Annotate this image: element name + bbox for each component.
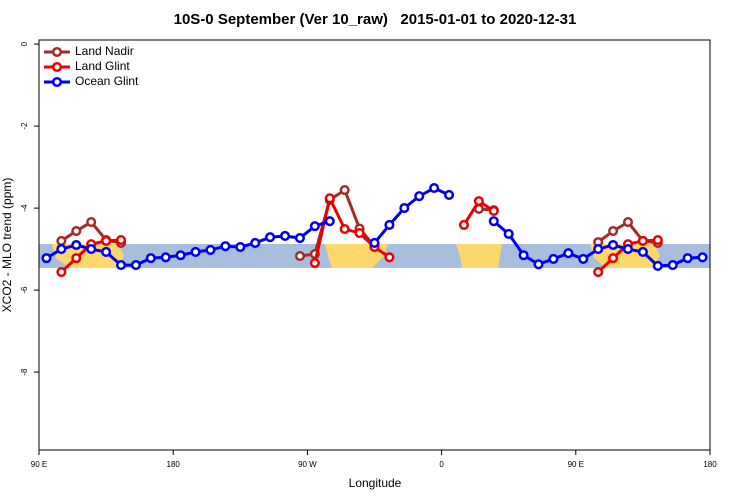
point: [444, 189, 455, 201]
point: [384, 252, 395, 263]
point: [71, 239, 82, 251]
point: [339, 223, 350, 235]
point: [518, 250, 529, 261]
x-tick-label: 90 E: [568, 460, 584, 469]
point: [458, 219, 470, 230]
point: [71, 253, 82, 264]
point: [548, 253, 559, 264]
point: [488, 216, 499, 227]
chart-title: 10S-0 September (Ver 10_raw) 2015-01-01 …: [174, 11, 577, 28]
point: [309, 257, 320, 269]
point: [533, 259, 544, 270]
point: [101, 246, 112, 258]
y-tick-label: 0: [20, 41, 29, 46]
point: [145, 253, 156, 264]
point: [488, 205, 499, 217]
point: [339, 185, 350, 196]
legend-marker: [51, 46, 63, 58]
point: [369, 237, 380, 248]
point: [354, 228, 365, 239]
point: [160, 252, 171, 263]
y-tick-label: -4: [20, 204, 29, 212]
point: [682, 253, 693, 264]
point: [235, 242, 246, 253]
point: [220, 241, 231, 252]
legend-label: Land Nadir: [75, 44, 134, 58]
legend-label: Ocean Glint: [75, 74, 139, 88]
point: [608, 239, 619, 251]
point: [637, 246, 648, 258]
point: [294, 251, 305, 262]
point: [399, 203, 410, 214]
point: [593, 244, 604, 255]
x-tick-label: 0: [439, 460, 444, 469]
point: [608, 226, 619, 237]
point: [697, 252, 708, 263]
point: [265, 232, 276, 243]
legend-marker: [51, 61, 63, 73]
point: [279, 230, 291, 242]
point: [593, 267, 604, 278]
point: [384, 219, 395, 230]
point: [86, 216, 97, 228]
point: [41, 253, 52, 264]
x-tick-label: 180: [703, 460, 717, 469]
x-axis-label: Longitude: [349, 476, 402, 490]
point: [115, 260, 127, 271]
point: [608, 253, 619, 264]
land-shape: [456, 244, 502, 268]
legend-marker: [51, 76, 63, 88]
point: [622, 216, 634, 228]
point: [309, 221, 320, 232]
point: [563, 248, 574, 259]
point: [115, 235, 127, 246]
point: [414, 191, 425, 202]
point: [578, 253, 589, 264]
point: [324, 216, 335, 227]
point: [429, 182, 440, 194]
point: [250, 237, 261, 248]
point: [175, 250, 186, 261]
point: [473, 196, 484, 207]
point: [71, 226, 82, 237]
plot-frame: [38, 39, 711, 451]
point: [56, 267, 67, 278]
point: [56, 244, 67, 255]
point: [86, 244, 97, 255]
point: [101, 235, 112, 246]
x-tick-label: 90 E: [31, 460, 47, 469]
point: [652, 260, 663, 271]
x-tick-label: 180: [167, 460, 181, 469]
y-tick-label: -2: [20, 122, 29, 130]
legend-label: Land Glint: [75, 59, 130, 73]
point: [205, 244, 216, 255]
point: [190, 246, 201, 258]
point: [652, 235, 663, 246]
point: [56, 235, 67, 246]
point: [130, 260, 141, 271]
point: [294, 232, 305, 244]
y-tick-label: -6: [20, 286, 29, 294]
point: [637, 235, 648, 246]
x-tick-label: 90 W: [298, 460, 317, 469]
point: [622, 244, 634, 255]
y-tick-label: -8: [20, 368, 29, 376]
point: [324, 193, 335, 204]
point: [667, 260, 678, 271]
point: [503, 228, 514, 239]
y-axis-label: XCO2 - MLO trend (ppm): [0, 178, 14, 313]
